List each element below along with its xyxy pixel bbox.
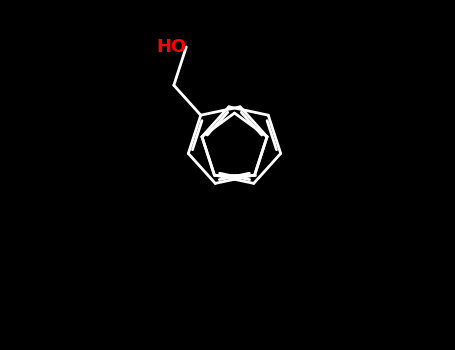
Text: HO: HO [156,38,186,56]
